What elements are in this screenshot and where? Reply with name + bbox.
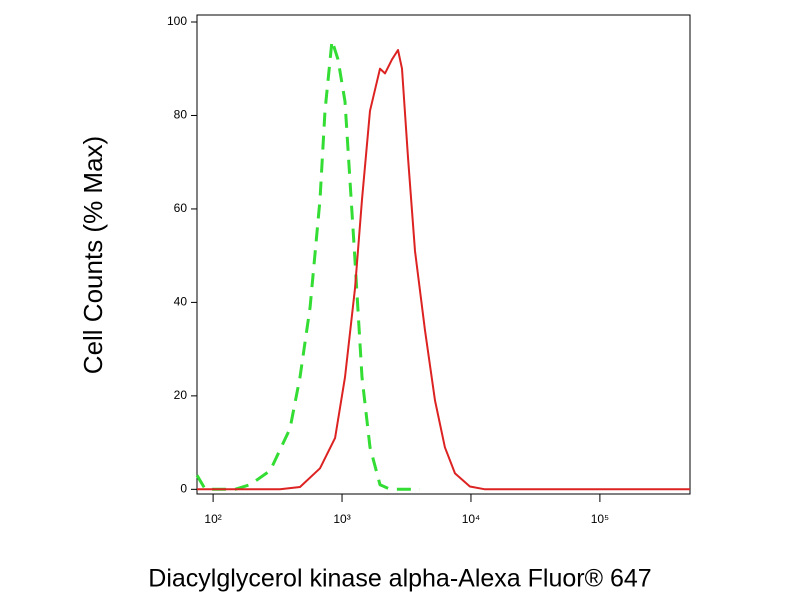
x-axis-label: Diacylglycerol kinase alpha-Alexa Fluor®… [148,565,651,593]
y-tick-label: 0 [180,481,187,495]
y-tick-label: 100 [167,14,187,28]
histogram-line [197,49,690,491]
histogram-line [195,39,420,491]
plot-frame [196,14,691,495]
x-tick-label: 10² [204,512,221,526]
y-axis-label: Cell Counts (% Max) [78,136,108,374]
y-tick-label: 60 [174,201,188,215]
x-tick-label: 10³ [333,512,350,526]
y-tick-label: 20 [174,388,188,402]
y-tick-label: 80 [174,108,188,122]
x-tick-label: 10⁴ [462,512,481,526]
y-tick-label: 40 [174,295,188,309]
x-tick-label: 10⁵ [591,512,609,526]
